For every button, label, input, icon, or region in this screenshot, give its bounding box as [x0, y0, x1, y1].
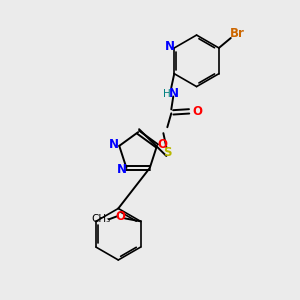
Text: Br: Br	[230, 27, 245, 40]
Text: O: O	[157, 138, 167, 152]
Text: N: N	[116, 164, 127, 176]
Text: S: S	[163, 146, 172, 160]
Text: H: H	[164, 88, 171, 98]
Text: N: N	[165, 40, 175, 53]
Text: O: O	[116, 210, 126, 223]
Text: N: N	[109, 138, 119, 152]
Text: CH₃: CH₃	[91, 214, 111, 224]
Text: N: N	[169, 87, 179, 100]
Text: O: O	[192, 105, 202, 118]
